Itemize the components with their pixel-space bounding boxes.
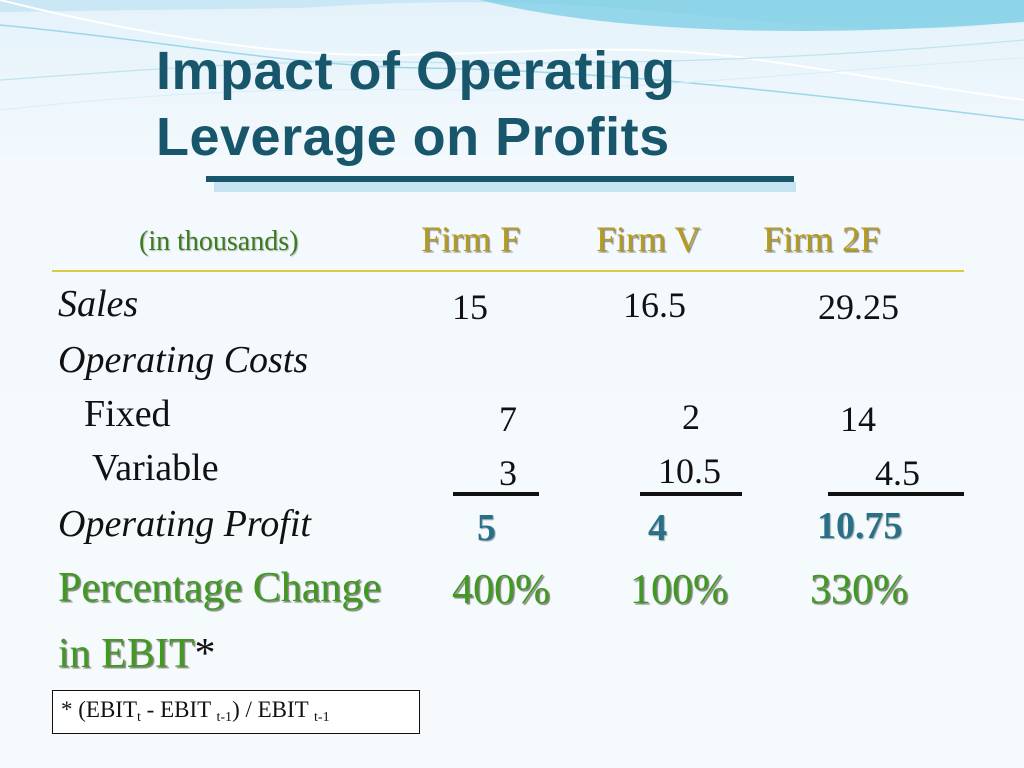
footnote-middle: - EBIT [140,697,217,722]
in-ebit-text: in EBIT [58,631,195,677]
column-header-firm-f: Firm F [421,219,521,259]
variable-firm-f: 3 [499,453,517,493]
sales-firm-f: 15 [452,287,488,327]
variable-firm-2f: 4.5 [875,453,920,493]
subtotal-underline-firm-2f [828,492,964,496]
operating-profit-firm-2f: 10.75 [817,505,903,547]
title-underline [206,176,794,182]
footnote-prefix: * (EBIT [61,697,138,722]
row-label-sales: Sales [58,283,139,325]
sales-firm-2f: 29.25 [818,287,899,327]
ebit-formula-footnote: * (EBITt - EBIT t-1) / EBIT t-1 [52,690,420,734]
fixed-firm-v: 2 [682,397,700,437]
title-line-2: Leverage on Profits [156,107,670,167]
footnote-after: ) / EBIT [232,697,315,722]
footnote-sub-t: t [137,710,141,725]
subtotal-underline-firm-v [640,492,742,496]
row-label-operating-costs: Operating Costs [58,339,309,381]
footnote-marker: * [194,631,216,677]
fixed-firm-2f: 14 [840,399,876,439]
slide-title: Impact of Operating Leverage on Profits [156,38,676,170]
pct-change-firm-f: 400% [452,567,550,613]
row-label-variable: Variable [92,447,219,489]
column-header-firm-v: Firm V [596,219,701,259]
header-divider [52,270,964,272]
fixed-firm-f: 7 [499,399,517,439]
title-line-1: Impact of Operating [156,41,676,101]
row-label-in-ebit: in EBIT* [58,630,215,678]
footnote-sub-t1-a: t-1 [216,710,233,725]
column-header-firm-2f: Firm 2F [763,219,881,259]
operating-profit-firm-v: 4 [648,507,667,549]
row-label-percentage-change: Percentage Change [58,565,382,611]
row-label-operating-profit: Operating Profit [58,503,311,545]
operating-profit-firm-f: 5 [477,507,496,549]
pct-change-firm-v: 100% [630,567,728,613]
row-label-fixed: Fixed [84,393,171,435]
title-underline-shadow [214,182,796,192]
footnote-sub-t1-b: t-1 [314,710,330,725]
sales-firm-v: 16.5 [623,285,686,325]
pct-change-firm-2f: 330% [810,567,908,613]
subtotal-underline-firm-f [453,492,539,496]
units-label: (in thousands) [139,226,299,257]
wave-decoration [0,0,1024,121]
variable-firm-v: 10.5 [658,451,721,491]
